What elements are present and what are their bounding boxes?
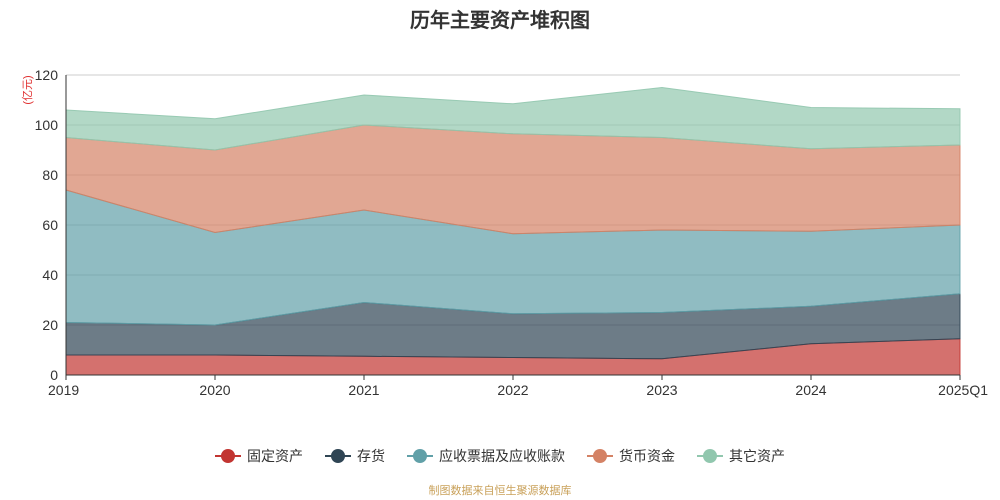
legend-label: 其它资产 bbox=[729, 448, 785, 464]
y-axis-unit-label: (亿元) bbox=[21, 75, 34, 104]
y-tick-label: 80 bbox=[42, 167, 58, 183]
x-tick-label: 2025Q1 bbox=[938, 382, 988, 398]
y-tick-label: 0 bbox=[50, 367, 58, 383]
x-tick-label: 2021 bbox=[348, 382, 379, 398]
chart-title: 历年主要资产堆积图 bbox=[410, 10, 590, 32]
legend-item[interactable]: 应收票据及应收账款 bbox=[407, 446, 565, 466]
legend-item[interactable]: 其它资产 bbox=[697, 446, 785, 466]
legend-swatch-icon bbox=[587, 449, 613, 463]
legend-label: 存货 bbox=[357, 448, 385, 464]
legend-label: 货币资金 bbox=[619, 448, 675, 464]
area-其它资产[interactable] bbox=[65, 86, 961, 151]
axes: 0 20 40 60 80 100 120 2019 2020 2021 2022 2023 2024 2… bbox=[35, 67, 989, 398]
legend-swatch-icon bbox=[325, 449, 351, 463]
legend-swatch-icon bbox=[215, 449, 241, 463]
legend-label: 固定资产 bbox=[247, 448, 303, 464]
legend-swatch-icon bbox=[407, 449, 433, 463]
x-tick-label: 2022 bbox=[497, 382, 528, 398]
legend-item[interactable]: 固定资产 bbox=[215, 446, 303, 466]
legend: 固定资产 存货 应收票据及应收账款 货币资金 其它资产 bbox=[0, 446, 1000, 466]
legend-swatch-icon bbox=[697, 449, 723, 463]
legend-label: 应收票据及应收账款 bbox=[439, 448, 565, 464]
y-tick-label: 20 bbox=[42, 317, 58, 333]
y-tick-label: 100 bbox=[35, 117, 59, 133]
y-tick-label: 120 bbox=[35, 67, 59, 83]
x-tick-label: 2023 bbox=[646, 382, 677, 398]
footer-note: 制图数据来自恒生聚源数据库 bbox=[428, 485, 572, 497]
x-tick-label: 2019 bbox=[48, 382, 79, 398]
legend-item[interactable]: 存货 bbox=[325, 446, 385, 466]
area-series bbox=[65, 86, 961, 376]
x-tick-label: 2024 bbox=[795, 382, 826, 398]
y-tick-label: 60 bbox=[42, 217, 58, 233]
x-tick-label: 2020 bbox=[199, 382, 230, 398]
y-tick-label: 40 bbox=[42, 267, 58, 283]
legend-item[interactable]: 货币资金 bbox=[587, 446, 675, 466]
